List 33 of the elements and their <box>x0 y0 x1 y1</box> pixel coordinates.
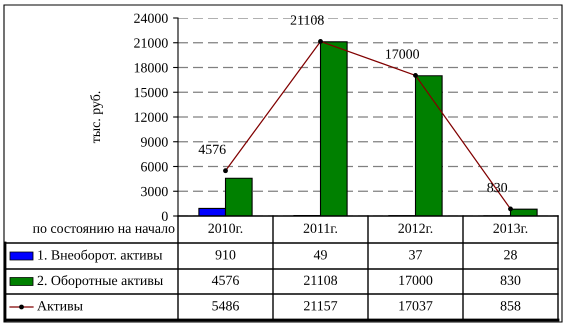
y-tick-label: 21000 <box>134 38 168 48</box>
x-tick-label: 2010г. <box>208 224 242 234</box>
y-tick-label: 3000 <box>141 186 168 196</box>
data-label: 17037 <box>399 301 432 310</box>
y-axis-title: тыс. руб. <box>90 92 103 144</box>
data-label: 5486 <box>212 301 239 310</box>
y-tick-label: 6000 <box>141 162 168 172</box>
data-label: 37 <box>409 250 422 260</box>
y-tick-label: 0 <box>162 212 168 221</box>
x-tick-label: 2011г. <box>304 224 338 234</box>
legend-label: 1. Внеоборот. активы <box>38 250 162 262</box>
y-tick-label: 18000 <box>134 63 168 72</box>
data-label: 830 <box>500 276 520 285</box>
annotation: 4576 <box>198 144 226 154</box>
data-label: 910 <box>216 250 236 260</box>
data-label: 49 <box>314 250 327 260</box>
data-label: 21108 <box>304 276 338 285</box>
y-tick-label: 12000 <box>134 112 168 122</box>
text: по состоянию на начало <box>32 226 174 233</box>
data-label: 4576 <box>212 276 239 285</box>
data-label: 21157 <box>304 301 338 310</box>
y-tick-label: 9000 <box>140 137 168 147</box>
data-label: 28 <box>504 250 517 260</box>
annotation: 17000 <box>386 49 420 59</box>
data-label: 858 <box>500 301 520 310</box>
data-label: 17000 <box>399 276 432 285</box>
x-tick-label: 2013г. <box>493 224 528 234</box>
legend-label: Активы <box>37 301 83 310</box>
annotation: 21108 <box>290 15 324 25</box>
y-tick-label: 15000 <box>134 88 168 98</box>
y-tick-label: 24000 <box>134 14 168 23</box>
legend-label: 2. Оборотные активы <box>38 275 163 288</box>
x-tick-label: 2012г. <box>398 224 432 234</box>
